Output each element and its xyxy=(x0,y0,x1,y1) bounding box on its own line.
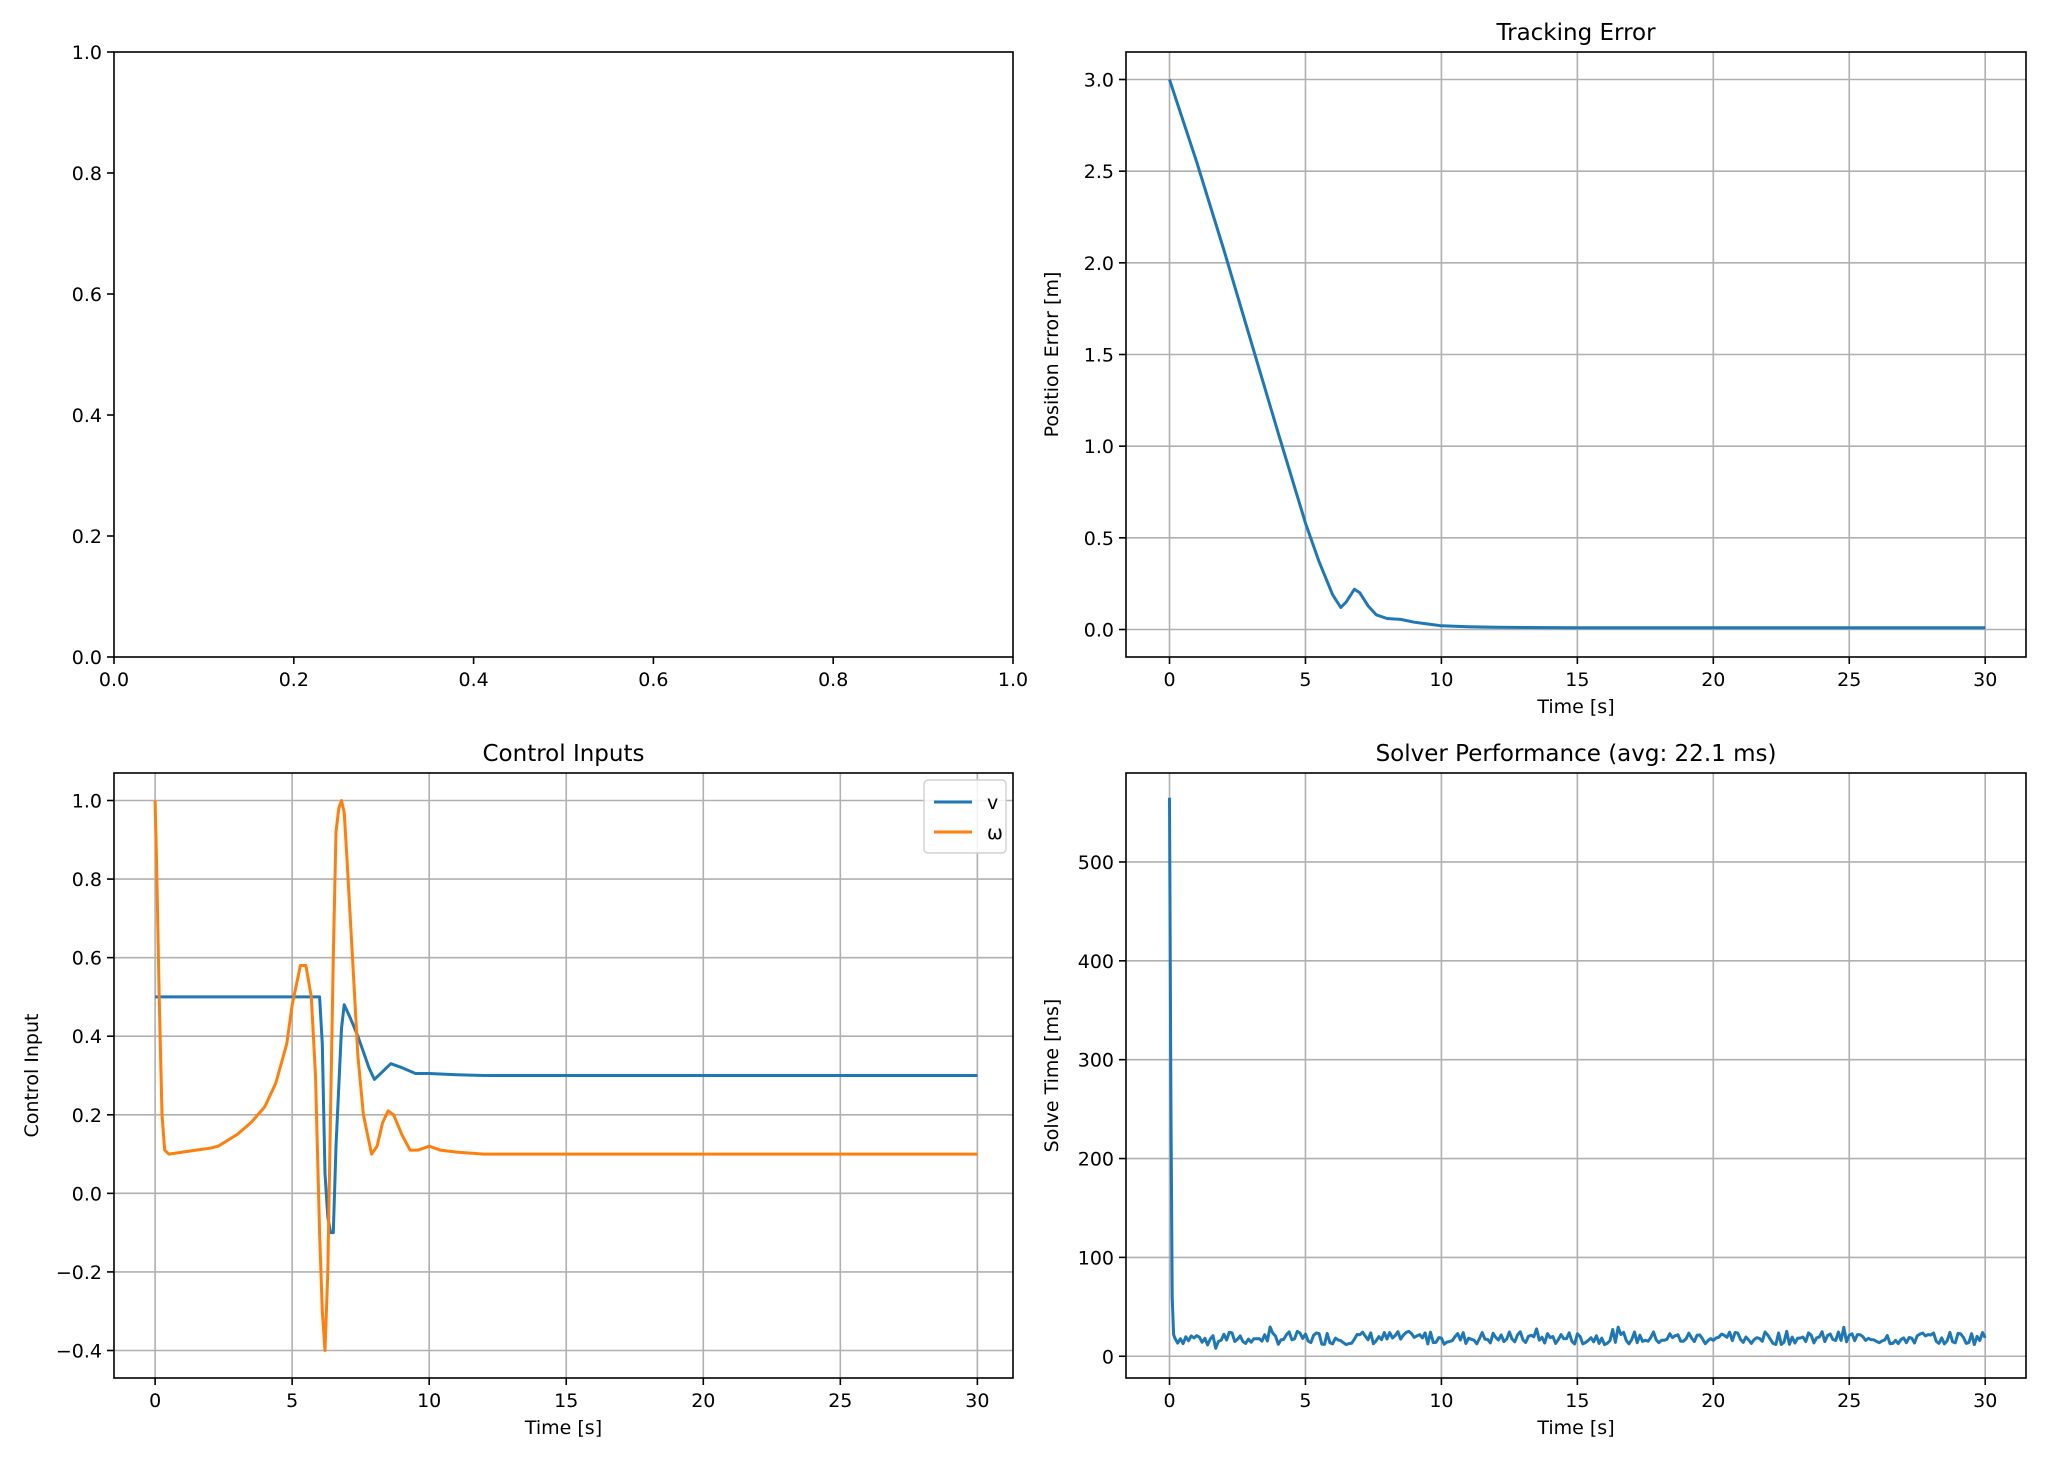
chart-title: Solver Performance (avg: 22.1 ms) xyxy=(1376,741,1777,767)
x-tick-label: 30 xyxy=(1973,669,1997,691)
x-tick-label: 5 xyxy=(286,1390,298,1412)
y-tick-label: 100 xyxy=(1078,1247,1114,1269)
y-tick-label: 0.8 xyxy=(72,163,102,185)
y-tick-label: 400 xyxy=(1078,951,1114,973)
y-tick-label: 0.0 xyxy=(72,647,102,669)
axes-frame xyxy=(113,772,1014,1379)
y-tick-label: 0.6 xyxy=(72,284,102,306)
x-tick-label: 20 xyxy=(691,1390,715,1412)
x-tick-label: 0 xyxy=(1163,1390,1175,1412)
y-tick-label: 200 xyxy=(1078,1149,1114,1171)
y-tick-label: 0.8 xyxy=(72,869,102,891)
x-tick-label: 15 xyxy=(1565,1390,1589,1412)
plot-area: 0 5 10 15 20 25 30 0.0 0.5 1.0 1.5 2.0 2.5 3.0 xyxy=(1084,51,2027,691)
y-tick-label: 3.0 xyxy=(1084,70,1114,92)
x-tick-label: 5 xyxy=(1299,669,1311,691)
x-tick-label: 10 xyxy=(1429,669,1453,691)
x-tick-label: 25 xyxy=(1837,1390,1861,1412)
y-axis-label: Control Input xyxy=(21,1014,43,1138)
x-tick-label: 30 xyxy=(965,1390,989,1412)
x-tick-label: 10 xyxy=(1429,1390,1453,1412)
x-tick-label: 0.0 xyxy=(99,669,129,691)
chart-title: Control Inputs xyxy=(483,741,645,767)
y-tick-label: 0.2 xyxy=(72,1105,102,1127)
y-tick-label: 0.4 xyxy=(72,1026,102,1048)
legend-label-omega: ω xyxy=(987,822,1003,844)
x-tick-label: 25 xyxy=(828,1390,852,1412)
x-tick-label: 10 xyxy=(417,1390,441,1412)
axes-frame xyxy=(1125,772,2027,1379)
x-axis-label: Time [s] xyxy=(1536,696,1614,718)
y-axis-label: Position Error [m] xyxy=(1041,272,1063,438)
x-tick-label: 0.4 xyxy=(458,669,488,691)
legend-box xyxy=(923,779,1007,854)
x-tick-label: 25 xyxy=(1837,669,1861,691)
y-tick-label: 1.0 xyxy=(72,791,102,813)
x-tick-label: 20 xyxy=(1701,669,1725,691)
x-tick-label: 20 xyxy=(1701,1390,1725,1412)
y-tick-label: 0.5 xyxy=(1084,528,1114,550)
series-line-0 xyxy=(1168,79,1986,630)
control-inputs-panel: 0 5 10 15 20 25 30 −0.4 −0.2 0.0 0.2 0.4 0.6 0.8 1.0 C… xyxy=(21,741,1014,1439)
chart-title: Tracking Error xyxy=(1495,20,1656,46)
x-tick-label: 15 xyxy=(554,1390,578,1412)
y-tick-label: −0.2 xyxy=(56,1262,102,1284)
x-tick-label: 1.0 xyxy=(998,669,1028,691)
plot-area: 0.0 0.2 0.4 0.6 0.8 1.0 0.0 0.2 0.4 0.6 0.8 1.0 xyxy=(72,42,1028,691)
plot-area: 0 5 10 15 20 25 30 −0.4 −0.2 0.0 0.2 0.4 0.6 0.8 1.0 xyxy=(56,772,1014,1412)
series-line-omega xyxy=(153,799,978,1352)
y-tick-label: 0.4 xyxy=(72,405,102,427)
x-tick-label: 0.6 xyxy=(638,669,668,691)
x-tick-label: 0 xyxy=(1163,669,1175,691)
y-tick-label: 0 xyxy=(1102,1346,1114,1368)
y-tick-label: 0.0 xyxy=(1084,620,1114,642)
series-line-0 xyxy=(1168,797,1987,1350)
y-tick-label: 300 xyxy=(1078,1050,1114,1072)
x-tick-label: 5 xyxy=(1299,1390,1311,1412)
y-tick-label: 0.0 xyxy=(72,1183,102,1205)
y-tick-label: −0.4 xyxy=(56,1341,102,1363)
y-tick-label: 500 xyxy=(1078,852,1114,874)
y-tick-label: 2.0 xyxy=(1084,253,1114,275)
y-tick-label: 1.0 xyxy=(1084,436,1114,458)
x-tick-label: 0 xyxy=(149,1390,161,1412)
series-line-v xyxy=(155,995,978,1235)
empty-axes-panel: 0.0 0.2 0.4 0.6 0.8 1.0 0.0 0.2 0.4 0.6 0.8 1.0 xyxy=(72,42,1028,691)
legend-label-v: v xyxy=(987,792,998,814)
y-tick-label: 1.0 xyxy=(72,42,102,64)
tracking-error-panel: 0 5 10 15 20 25 30 0.0 0.5 1.0 1.5 2.0 2.5 3.0 Tracki… xyxy=(1041,20,2027,718)
y-axis-label: Solve Time [ms] xyxy=(1041,999,1063,1153)
x-tick-label: 0.8 xyxy=(818,669,848,691)
y-tick-label: 0.6 xyxy=(72,948,102,970)
legend: v ω xyxy=(923,779,1007,854)
axes-frame xyxy=(113,51,1014,658)
x-tick-label: 15 xyxy=(1565,669,1589,691)
y-tick-label: 1.5 xyxy=(1084,345,1114,367)
x-axis-label: Time [s] xyxy=(1536,1417,1614,1439)
x-axis-label: Time [s] xyxy=(524,1417,602,1439)
x-tick-label: 30 xyxy=(1973,1390,1997,1412)
y-tick-label: 2.5 xyxy=(1084,161,1114,183)
x-tick-label: 0.2 xyxy=(279,669,309,691)
y-tick-label: 0.2 xyxy=(72,526,102,548)
